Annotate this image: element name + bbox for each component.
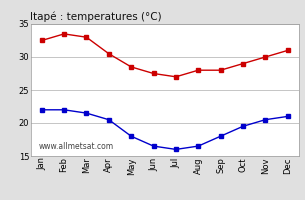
Text: www.allmetsat.com: www.allmetsat.com: [38, 142, 114, 151]
Text: Itapé : temperatures (°C): Itapé : temperatures (°C): [30, 11, 162, 22]
